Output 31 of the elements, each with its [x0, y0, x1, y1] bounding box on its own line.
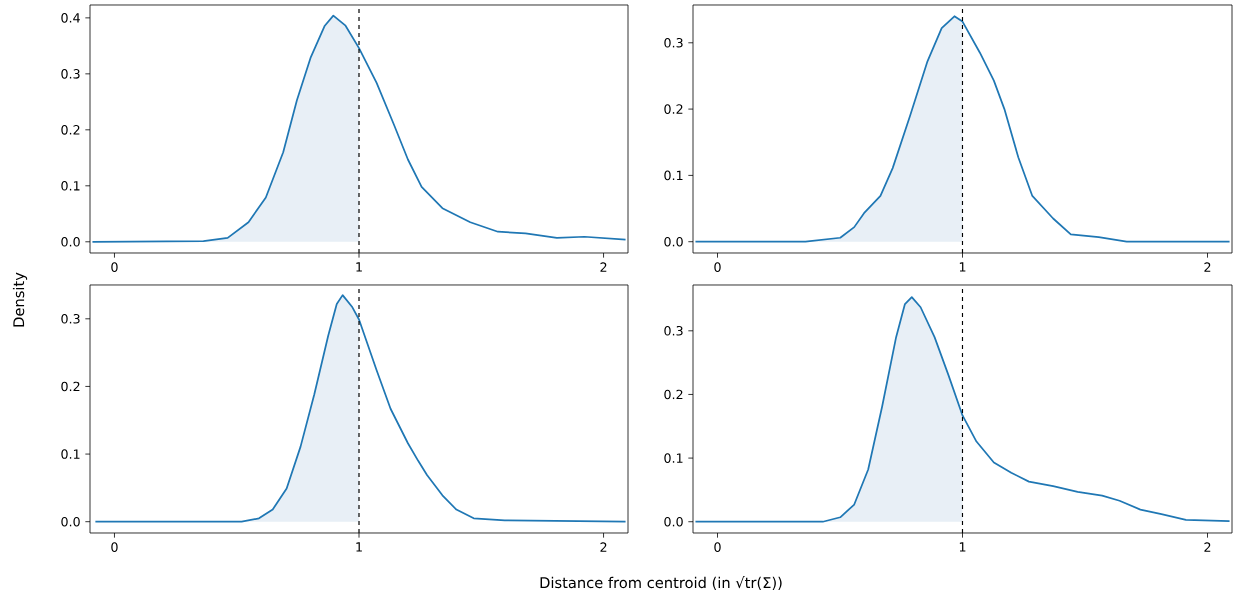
x-tick-label: 2: [600, 262, 607, 272]
x-tick-label: 0: [714, 542, 721, 552]
y-tick-label: 0.3: [61, 69, 80, 79]
y-tick-label: 0.4: [61, 13, 80, 23]
y-tick-label: 0.1: [664, 170, 683, 181]
x-tick-label: 1: [356, 262, 362, 272]
y-tick-label: 0.3: [61, 314, 80, 324]
y-tick-label: 0.2: [664, 104, 683, 114]
x-tick-label: 1: [356, 542, 362, 552]
y-tick-label: 0.0: [61, 236, 80, 247]
y-tick-label: 0.3: [664, 37, 683, 48]
x-tick-label: 2: [1204, 542, 1211, 552]
y-tick-label: 0.1: [61, 181, 80, 191]
x-axis-title: Distance from centroid (in √tr(Σ)): [540, 576, 782, 590]
y-axis-title: Density: [12, 272, 28, 327]
x-tick-label: 2: [1204, 262, 1211, 272]
y-tick-label: 0.0: [664, 516, 683, 527]
y-tick-label: 0.2: [664, 389, 683, 400]
y-tick-label: 0.3: [664, 326, 683, 336]
x-tick-label: 0: [111, 542, 118, 552]
y-tick-label: 0.1: [664, 453, 683, 463]
x-tick-label: 0: [111, 262, 118, 272]
y-tick-label: 0.0: [664, 236, 683, 247]
x-tick-label: 0: [714, 262, 721, 272]
x-tick-label: 1: [959, 542, 966, 552]
y-tick-label: 0.0: [61, 516, 80, 527]
x-tick-label: 2: [600, 542, 607, 552]
x-tick-label: 1: [959, 262, 966, 272]
y-tick-label: 0.1: [61, 449, 80, 459]
y-tick-label: 0.2: [61, 125, 80, 135]
y-tick-label: 0.2: [61, 381, 80, 392]
